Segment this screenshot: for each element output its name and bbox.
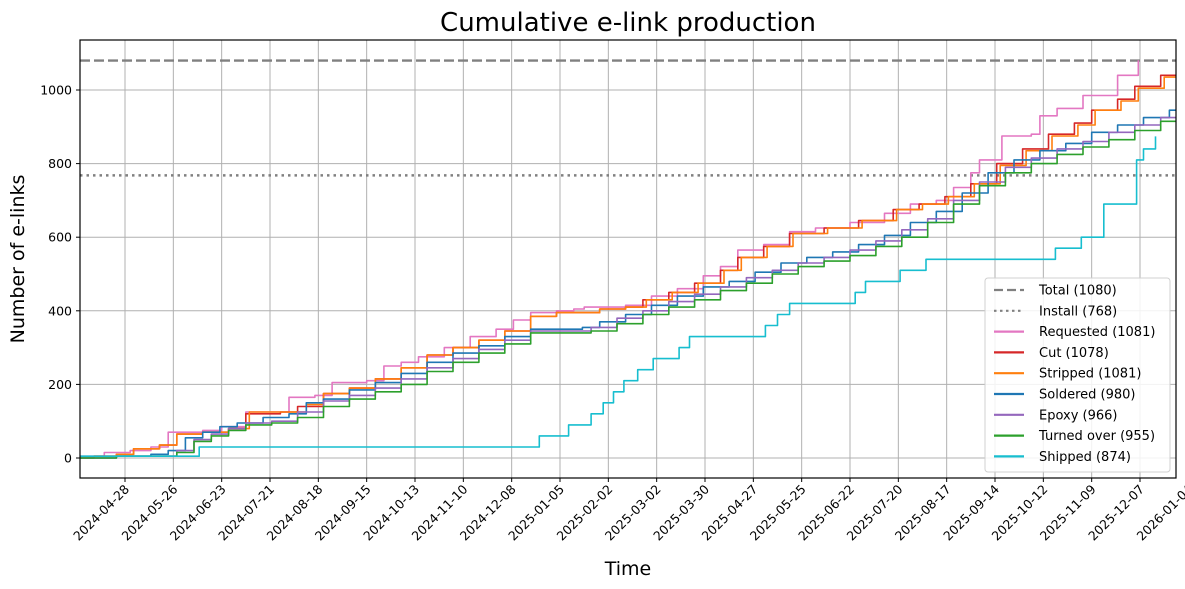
legend: Total (1080) Install (768) Requested (1081… bbox=[984, 277, 1171, 473]
y-tick-label: 1000 bbox=[40, 83, 72, 98]
series-line-requested bbox=[80, 60, 1140, 457]
y-axis-label: Number of e-links bbox=[7, 175, 29, 344]
series-line-soldered bbox=[80, 109, 1176, 459]
series-line-turned-over bbox=[80, 120, 1176, 459]
legend-label: Install (768) bbox=[1039, 304, 1117, 319]
plot-frame bbox=[79, 39, 1177, 479]
legend-label: Shipped (874) bbox=[1039, 450, 1131, 465]
legend-label: Cut (1078) bbox=[1039, 346, 1109, 361]
chart-title: Cumulative e-link production bbox=[440, 8, 816, 38]
legend-label: Total (1080) bbox=[1038, 284, 1117, 299]
y-tick-label: 200 bbox=[48, 377, 72, 392]
legend-label: Soldered (980) bbox=[1039, 388, 1135, 403]
x-axis-label: Time bbox=[604, 558, 652, 580]
legend-label: Epoxy (966) bbox=[1039, 408, 1118, 423]
legend-label: Stripped (1081) bbox=[1039, 367, 1141, 382]
series-line-stripped bbox=[80, 76, 1176, 459]
y-tick-label: 600 bbox=[48, 230, 72, 245]
y-axis-ticks: 0 200 400 600 800 1000 bbox=[40, 83, 80, 466]
legend-box bbox=[984, 277, 1171, 473]
reference-lines bbox=[80, 59, 1176, 177]
legend-label: Requested (1081) bbox=[1039, 325, 1155, 340]
y-tick-label: 400 bbox=[48, 303, 72, 318]
data-series bbox=[80, 60, 1176, 459]
legend-label: Turned over (955) bbox=[1038, 429, 1155, 444]
y-tick-label: 800 bbox=[48, 156, 72, 171]
series-line-shipped bbox=[80, 136, 1157, 457]
x-axis-ticks: 2024-04-282024-05-262024-06-232024-07-21… bbox=[70, 478, 1185, 543]
y-tick-label: 0 bbox=[64, 451, 72, 466]
